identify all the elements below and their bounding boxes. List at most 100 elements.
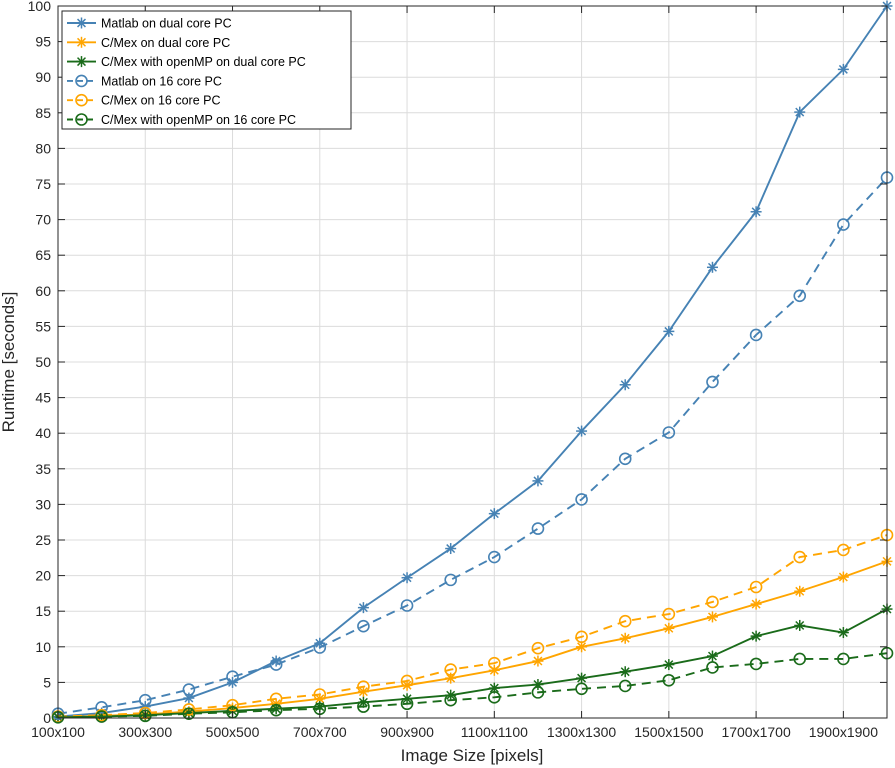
legend-marker (76, 17, 87, 29)
data-point (794, 585, 806, 597)
x-tick-label: 300x300 (118, 724, 172, 740)
star-stroke (577, 426, 587, 436)
star-stroke (707, 612, 717, 622)
data-point (95, 710, 108, 723)
data-point (357, 700, 370, 713)
data-point (706, 595, 719, 609)
star-stroke (620, 380, 630, 390)
x-tick-label: 1900x1900 (809, 724, 879, 740)
y-tick-label: 10 (35, 639, 51, 655)
data-point (575, 493, 588, 506)
data-point (706, 661, 719, 674)
legend-entry: Matlab on 16 core PC (67, 74, 222, 88)
data-point (618, 614, 632, 628)
x-tick-label: 500x500 (206, 724, 260, 740)
data-point (488, 550, 501, 564)
star-stroke (664, 660, 674, 670)
legend-entry: C/Mex with openMP on 16 core PC (67, 113, 296, 127)
data-point (138, 693, 152, 707)
y-tick-label: 65 (35, 247, 51, 263)
data-point (313, 641, 327, 654)
series-line (57, 5, 888, 718)
data-point (749, 328, 763, 342)
data-point (357, 602, 369, 614)
legend-label: C/Mex with openMP on dual core PC (101, 55, 306, 69)
x-tick-label: 1500x1500 (634, 724, 704, 740)
y-tick-label: 80 (35, 140, 51, 156)
star-stroke (184, 708, 194, 718)
star-stroke (707, 262, 717, 272)
star-stroke (533, 656, 543, 666)
x-tick-label: 1300x1300 (547, 724, 617, 740)
data-point (488, 508, 500, 520)
y-axis-title: Runtime [seconds] (0, 292, 18, 433)
data-point (357, 619, 370, 633)
series-line (57, 652, 888, 719)
x-tick-label: 700x700 (293, 724, 347, 740)
star-stroke (577, 673, 587, 683)
y-tick-label: 25 (35, 532, 51, 548)
data-point (619, 666, 631, 678)
legend-entry: Matlab on dual core PC (67, 17, 232, 31)
data-point (619, 379, 631, 391)
data-point (357, 680, 370, 693)
data-point (444, 663, 457, 676)
star-stroke (838, 628, 848, 638)
data-point (794, 106, 806, 118)
data-point (662, 673, 676, 687)
legend-entry: C/Mex on dual core PC (67, 36, 230, 50)
data-point (531, 686, 545, 699)
y-tick-label: 50 (35, 354, 51, 370)
data-point (226, 670, 239, 684)
data-point (750, 598, 762, 610)
star-stroke (795, 107, 805, 117)
star-stroke (77, 57, 86, 67)
legend-label: C/Mex on dual core PC (101, 36, 230, 50)
star-stroke (751, 599, 761, 609)
series-line (57, 534, 888, 718)
data-point (793, 289, 807, 303)
star-stroke (140, 702, 150, 712)
legend-label: Matlab on dual core PC (101, 17, 232, 31)
star-stroke (838, 572, 848, 582)
star-stroke (358, 603, 368, 613)
star-stroke (446, 673, 456, 683)
series-line (57, 176, 888, 715)
data-point (269, 658, 283, 671)
data-point (575, 630, 588, 644)
data-point (662, 607, 676, 621)
data-point (750, 206, 762, 218)
series-line (57, 560, 888, 719)
x-tick-label: 900x900 (380, 724, 434, 740)
data-point (749, 657, 763, 671)
data-point (444, 693, 457, 707)
star-stroke (402, 573, 412, 583)
y-tick-label: 55 (35, 318, 51, 334)
data-point (793, 550, 807, 564)
x-tick-label: 1100x1100 (461, 724, 528, 740)
star-stroke (77, 37, 86, 47)
data-point (401, 572, 413, 584)
star-stroke (620, 633, 630, 643)
y-tick-label: 90 (35, 69, 51, 85)
y-tick-label: 45 (35, 390, 51, 406)
data-point (138, 709, 152, 723)
y-tick-label: 75 (35, 176, 51, 192)
legend-marker (76, 56, 87, 68)
star-stroke (489, 683, 499, 693)
star-stroke (271, 656, 281, 666)
star-stroke (184, 693, 194, 703)
star-stroke (402, 680, 412, 690)
star-stroke (664, 623, 674, 633)
star-stroke (533, 476, 543, 486)
legend-entry: C/Mex with openMP on dual core PC (67, 55, 306, 69)
data-point (226, 698, 239, 712)
y-tick-label: 0 (43, 710, 51, 726)
data-point (400, 697, 414, 711)
data-point (837, 652, 850, 666)
series-c-mex-with-openmp-on-16-core-pc (51, 646, 894, 724)
y-tick-label: 95 (35, 34, 51, 50)
data-point (576, 425, 588, 437)
data-point (619, 632, 631, 644)
